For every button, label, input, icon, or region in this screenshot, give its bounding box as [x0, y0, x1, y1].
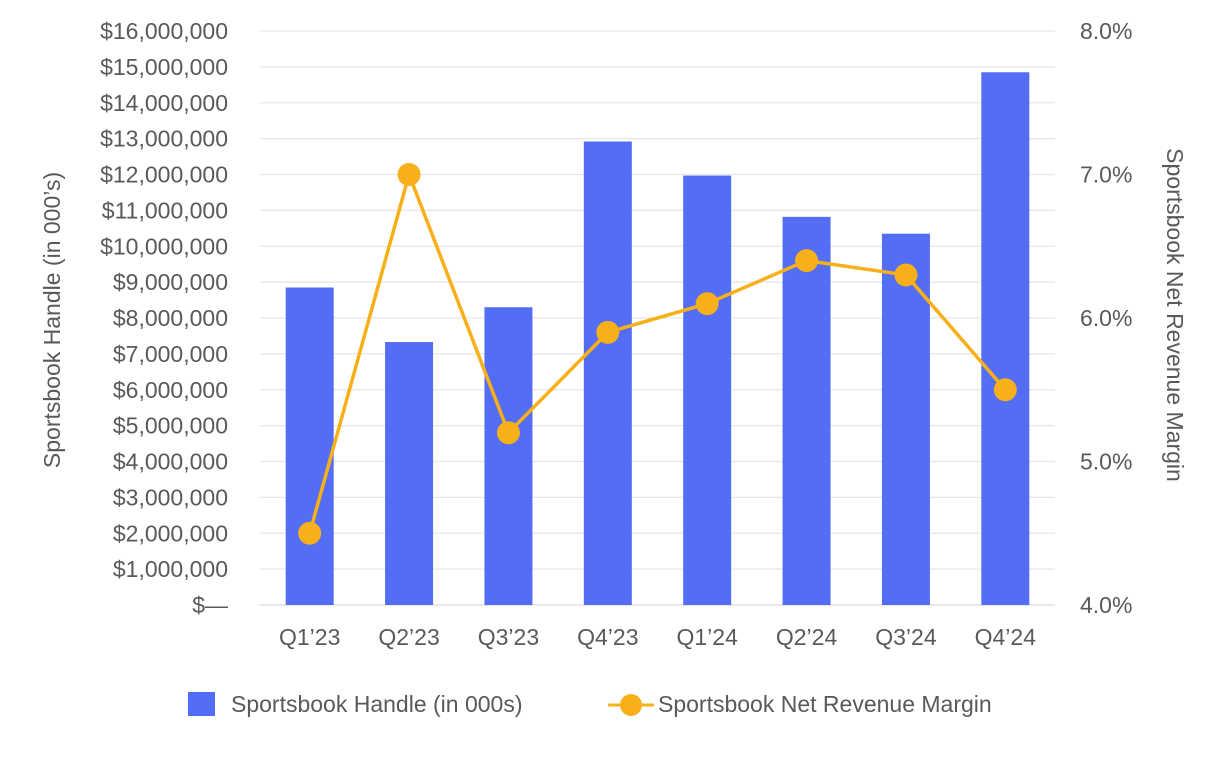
- left-tick-label: $1,000,000: [113, 556, 228, 582]
- line-point: [596, 320, 620, 344]
- left-tick-label: $3,000,000: [113, 484, 228, 510]
- right-tick-label: 8.0%: [1080, 18, 1132, 44]
- bar: [683, 175, 732, 606]
- x-tick-label: Q3’23: [478, 624, 539, 650]
- line-point: [298, 521, 322, 545]
- legend-line-label: Sportsbook Net Revenue Margin: [658, 691, 992, 717]
- left-tick-label: $7,000,000: [113, 341, 228, 367]
- legend: Sportsbook Handle (in 000s) Sportsbook N…: [188, 691, 992, 717]
- left-tick-label: $—: [192, 592, 228, 618]
- bar: [981, 72, 1030, 606]
- right-axis-title: Sportsbook Net Revenue Margin: [1162, 148, 1188, 482]
- left-tick-label: $6,000,000: [113, 377, 228, 403]
- left-axis-ticks: $16,000,000 $15,000,000 $14,000,000 $13,000…: [100, 18, 228, 618]
- right-tick-label: 7.0%: [1080, 162, 1132, 188]
- left-tick-label: $11,000,000: [102, 197, 228, 223]
- line-series: [298, 163, 1017, 545]
- line-point: [695, 292, 719, 316]
- legend-line-marker: [620, 694, 642, 716]
- legend-bar-label: Sportsbook Handle (in 000s): [231, 691, 523, 717]
- right-tick-label: 4.0%: [1080, 592, 1132, 618]
- x-tick-label: Q1’23: [279, 624, 340, 650]
- left-tick-label: $13,000,000: [100, 126, 228, 152]
- bar: [782, 216, 831, 605]
- legend-bar-swatch: [188, 692, 215, 716]
- left-tick-label: $4,000,000: [113, 449, 228, 475]
- x-tick-label: Q4’23: [577, 624, 638, 650]
- line-point: [993, 378, 1017, 402]
- left-tick-label: $12,000,000: [100, 162, 228, 188]
- bar: [285, 287, 334, 605]
- bar-series: [285, 72, 1030, 606]
- left-tick-label: $9,000,000: [113, 269, 228, 295]
- right-tick-label: 5.0%: [1080, 449, 1132, 475]
- x-tick-label: Q4’24: [975, 624, 1037, 650]
- bar: [484, 307, 533, 605]
- line-point: [894, 263, 918, 287]
- x-tick-label: Q1’24: [677, 624, 739, 650]
- margin-line: [308, 172, 1007, 534]
- bar: [583, 141, 632, 605]
- bar: [385, 342, 434, 605]
- x-tick-label: Q2’23: [378, 624, 439, 650]
- left-tick-label: $10,000,000: [100, 233, 228, 259]
- bar: [881, 233, 930, 605]
- x-tick-label: Q3’24: [875, 624, 937, 650]
- line-point: [397, 163, 421, 186]
- left-tick-label: $16,000,000: [100, 18, 228, 44]
- left-tick-label: $14,000,000: [100, 90, 228, 116]
- right-axis-ticks: 8.0% 7.0% 6.0% 5.0% 4.0%: [1080, 18, 1132, 618]
- line-point: [795, 249, 819, 273]
- x-tick-label: Q2’24: [776, 624, 838, 650]
- line-point: [496, 421, 520, 445]
- x-axis-ticks: Q1’23 Q2’23 Q3’23 Q4’23 Q1’24 Q2’24 Q3’24 Q4’24: [279, 624, 1036, 650]
- left-tick-label: $15,000,000: [100, 54, 228, 80]
- left-axis-title: Sportsbook Handle (in 000’s): [39, 172, 65, 468]
- left-tick-label: $5,000,000: [113, 413, 228, 439]
- left-tick-label: $2,000,000: [113, 520, 228, 546]
- right-tick-label: 6.0%: [1080, 305, 1132, 331]
- left-tick-label: $8,000,000: [113, 305, 228, 331]
